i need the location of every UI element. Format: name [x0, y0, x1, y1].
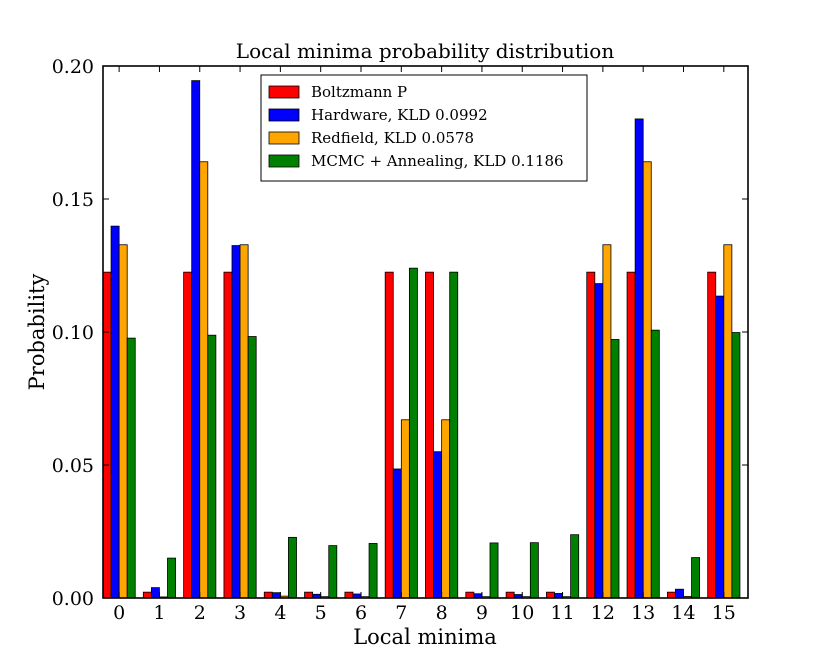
x-tick-label-9: 9 [476, 602, 488, 624]
y-tick-label-1: 0.05 [52, 455, 94, 477]
bar-7-series-0 [384, 271, 394, 599]
bar-11-series-3 [570, 534, 580, 599]
y-tick-label-2: 0.10 [52, 322, 94, 344]
x-tick-label-8: 8 [436, 602, 448, 624]
bar-8-series-1 [433, 451, 443, 599]
bar-10-series-0 [505, 591, 515, 599]
y-tick-labels: 0.00 0.05 0.10 0.15 0.20 [52, 56, 94, 610]
bar-14-series-1 [675, 588, 684, 599]
bar-13-series-3 [650, 329, 660, 599]
x-tick-label-12: 12 [591, 602, 615, 624]
legend-label-3: MCMC + Annealing, KLD 0.1186 [311, 152, 564, 170]
y-axis-label: Probability [25, 274, 49, 391]
x-axis-label: Local minima [353, 625, 497, 649]
legend-label-2: Redfield, KLD 0.0578 [311, 129, 474, 147]
bar-8-series-2 [441, 419, 451, 599]
bar-2-series-2 [199, 161, 209, 599]
bar-1-series-1 [150, 587, 160, 599]
bar-4-series-0 [263, 591, 273, 599]
bar-1-series-3 [167, 557, 176, 599]
bar-13-series-0 [626, 271, 636, 599]
legend-frame [260, 74, 588, 182]
bar-9-series-0 [465, 591, 475, 599]
bars [102, 80, 741, 599]
x-tick-label-4: 4 [274, 602, 286, 624]
x-tick-label-5: 5 [315, 602, 327, 624]
legend-swatch-0 [268, 85, 300, 99]
bar-0-series-1 [110, 225, 120, 599]
bar-0-series-2 [118, 244, 128, 599]
bar-12-series-0 [586, 271, 596, 599]
bar-0-series-3 [126, 337, 136, 599]
x-tick-labels: 0 1 2 3 4 5 6 7 8 9 10 11 12 13 14 15 [113, 602, 736, 624]
bar-7-series-2 [400, 419, 410, 599]
x-tick-label-11: 11 [550, 602, 574, 624]
bar-5-series-3 [328, 545, 338, 599]
bar-14-series-0 [666, 591, 676, 599]
bar-15-series-2 [723, 244, 733, 599]
x-tick-label-0: 0 [113, 602, 125, 624]
legend-label-0: Boltzmann P [311, 83, 407, 101]
legend: Boltzmann P Hardware, KLD 0.0992 Redfield,… [260, 74, 588, 182]
legend-swatch-1 [268, 108, 300, 122]
legend-label-1: Hardware, KLD 0.0992 [311, 106, 488, 124]
bar-13-series-2 [642, 161, 652, 599]
bar-6-series-3 [368, 543, 378, 599]
bar-3-series-0 [223, 271, 233, 599]
bar-6-series-0 [344, 591, 354, 599]
bar-9-series-3 [489, 542, 499, 599]
bar-11-series-0 [546, 591, 555, 599]
bar-12-series-2 [602, 244, 612, 599]
bar-7-series-1 [392, 468, 402, 599]
bar-2-series-0 [183, 271, 193, 599]
bar-12-series-3 [610, 339, 620, 599]
x-tick-label-10: 10 [510, 602, 534, 624]
bar-15-series-3 [731, 332, 741, 599]
x-tick-label-7: 7 [395, 602, 407, 624]
x-tick-label-3: 3 [234, 602, 246, 624]
bar-12-series-1 [594, 283, 604, 599]
bar-7-series-3 [408, 267, 418, 599]
bar-14-series-3 [691, 557, 701, 599]
bar-15-series-1 [715, 295, 725, 599]
legend-swatch-3 [268, 154, 300, 168]
bar-5-series-0 [304, 591, 314, 599]
x-tick-label-2: 2 [194, 602, 206, 624]
bar-3-series-3 [247, 336, 257, 599]
x-tick-label-6: 6 [355, 602, 367, 624]
bar-10-series-3 [529, 542, 539, 599]
bar-2-series-1 [191, 80, 201, 599]
y-tick-label-4: 0.20 [52, 56, 94, 78]
bar-13-series-1 [634, 118, 644, 599]
legend-swatch-2 [268, 131, 300, 145]
chart-title: Local minima probability distribution [236, 39, 615, 63]
bar-4-series-3 [288, 536, 297, 599]
bar-0-series-0 [102, 271, 112, 599]
x-tick-label-15: 15 [712, 602, 736, 624]
bar-8-series-0 [425, 271, 434, 599]
x-tick-label-13: 13 [631, 602, 655, 624]
bar-1-series-0 [142, 591, 152, 599]
y-tick-label-3: 0.15 [52, 189, 94, 211]
bar-3-series-1 [231, 245, 241, 599]
plot-frame [102, 65, 749, 599]
bar-2-series-3 [207, 334, 217, 599]
y-tick-label-0: 0.00 [52, 588, 94, 610]
bar-3-series-2 [239, 244, 249, 599]
bar-8-series-3 [449, 271, 459, 599]
x-tick-label-14: 14 [671, 602, 695, 624]
bar-15-series-0 [707, 271, 717, 599]
x-tick-label-1: 1 [153, 602, 165, 624]
